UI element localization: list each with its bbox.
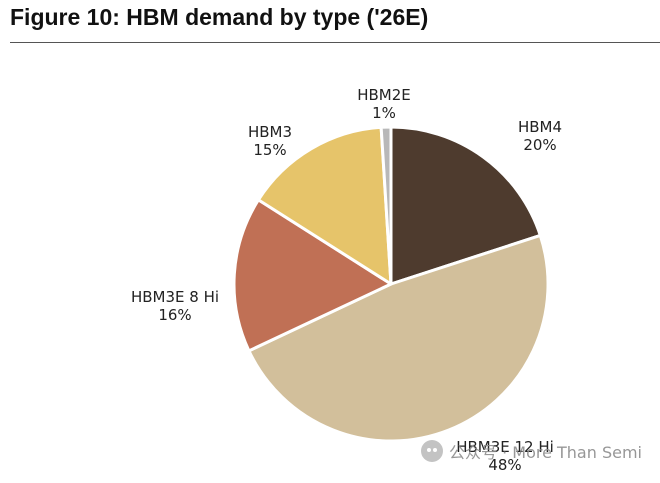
slice-value-hbm2e: 1% <box>372 104 396 122</box>
watermark-text: 公众号 · More Than Semi <box>449 443 642 462</box>
watermark: 公众号 · More Than Semi <box>421 439 642 463</box>
slice-label-hbm2e: HBM2E <box>357 86 411 104</box>
slice-label-hbm3e-8-hi: HBM3E 8 Hi <box>131 288 219 306</box>
slice-hbm4 <box>389 125 542 286</box>
wechat-icon <box>421 440 443 462</box>
slice-value-hbm3: 15% <box>253 141 286 159</box>
title-divider <box>10 42 660 43</box>
slice-label-hbm3: HBM3 <box>248 123 292 141</box>
slice-value-hbm3e-12-hi: 48% <box>488 456 521 474</box>
slice-hbm3e-12-hi <box>247 233 550 443</box>
pie-slices <box>232 125 550 443</box>
slice-hbm2e <box>379 125 393 286</box>
slice-value-hbm3e-8-hi: 16% <box>158 306 191 324</box>
page-title: Figure 10: HBM demand by type ('26E) <box>10 4 429 30</box>
slice-value-hbm4: 20% <box>523 136 556 154</box>
slice-label-hbm4: HBM4 <box>518 118 562 136</box>
slice-label-hbm3e-12-hi: HBM3E 12 Hi <box>456 438 554 456</box>
slice-hbm3e-8-hi <box>232 198 393 353</box>
slice-hbm3 <box>256 125 393 286</box>
